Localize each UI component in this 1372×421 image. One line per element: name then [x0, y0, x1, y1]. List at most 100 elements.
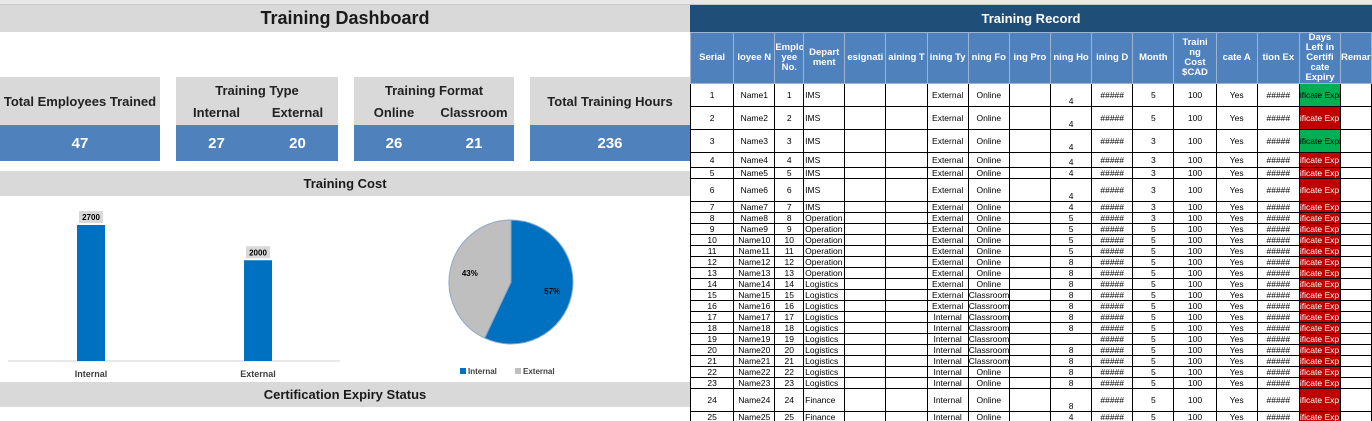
table-cell[interactable]: ##### [1256, 178, 1300, 202]
table-cell[interactable]: 8 [1049, 388, 1093, 412]
table-cell[interactable]: ificate Exp [1298, 201, 1342, 213]
table-cell[interactable]: 4 [774, 152, 805, 168]
table-cell[interactable]: Name2 [733, 106, 776, 130]
table-cell[interactable]: ##### [1256, 212, 1300, 224]
table-cell[interactable]: Internal [926, 344, 969, 356]
table-cell[interactable] [844, 212, 887, 224]
table-cell[interactable]: 5 [1132, 223, 1175, 235]
table-cell[interactable] [885, 289, 928, 301]
table-cell[interactable]: Name24 [733, 388, 776, 412]
table-cell[interactable]: 5 [1132, 267, 1175, 279]
table-cell[interactable]: ##### [1091, 245, 1134, 257]
table-cell[interactable] [1008, 322, 1051, 334]
table-cell[interactable]: ##### [1256, 106, 1300, 130]
column-header[interactable]: ning Fo [967, 32, 1010, 84]
table-cell[interactable]: Yes [1215, 355, 1258, 367]
table-cell[interactable]: Yes [1215, 167, 1258, 179]
table-cell[interactable]: 5 [1132, 366, 1175, 378]
column-header[interactable]: loyee N [733, 32, 776, 84]
table-cell[interactable]: 100 [1173, 234, 1217, 246]
table-cell[interactable] [1008, 311, 1051, 323]
table-cell[interactable] [885, 129, 928, 153]
table-cell[interactable]: External [926, 245, 969, 257]
table-cell[interactable]: ##### [1091, 278, 1134, 290]
table-cell[interactable]: Yes [1215, 223, 1258, 235]
table-cell[interactable]: Yes [1215, 245, 1258, 257]
table-row[interactable]: 24 Name24 24 Finance Internal Online 8 ##### 5 10… [689, 388, 1372, 412]
table-cell[interactable]: Online [967, 267, 1010, 279]
table-cell[interactable]: Logistics [803, 333, 846, 345]
table-cell[interactable]: ificate Exp [1298, 256, 1342, 268]
table-cell[interactable] [1340, 388, 1372, 412]
table-cell[interactable]: Online [967, 234, 1010, 246]
table-row[interactable]: 14 Name14 14 Logistics External Online 8 ##### 5… [689, 278, 1372, 290]
table-row[interactable]: 6 Name6 6 IMS External Online 4 ##### 3 100 Yes ###… [689, 178, 1372, 202]
table-cell[interactable]: 100 [1173, 267, 1217, 279]
table-cell[interactable] [1340, 152, 1372, 168]
table-cell[interactable]: 5 [1132, 289, 1175, 301]
table-cell[interactable]: ##### [1256, 278, 1300, 290]
table-cell[interactable]: 5 [1132, 245, 1175, 257]
table-cell[interactable]: 5 [1132, 106, 1175, 130]
table-cell[interactable] [1340, 245, 1372, 257]
table-cell[interactable]: ##### [1256, 333, 1300, 345]
table-cell[interactable]: 3 [689, 129, 735, 153]
table-cell[interactable]: External [926, 106, 969, 130]
table-cell[interactable]: Name23 [733, 377, 776, 389]
table-row[interactable]: 15 Name15 15 Logistics External Classroom 8 ###… [689, 289, 1372, 301]
column-header[interactable]: Depart ment [803, 32, 846, 84]
table-cell[interactable]: Name7 [733, 201, 776, 213]
table-cell[interactable] [885, 311, 928, 323]
table-cell[interactable]: ##### [1091, 83, 1134, 107]
table-cell[interactable] [844, 201, 887, 213]
table-cell[interactable]: 2 [689, 106, 735, 130]
pie-slice-external[interactable] [448, 219, 512, 339]
table-row[interactable]: 13 Name13 13 Operation External Online 8 ##### 5… [689, 267, 1372, 279]
table-cell[interactable] [885, 388, 928, 412]
table-cell[interactable] [1340, 212, 1372, 224]
table-cell[interactable] [885, 267, 928, 279]
table-cell[interactable]: 24 [689, 388, 735, 412]
table-cell[interactable]: ificate Exp [1298, 388, 1342, 412]
table-cell[interactable]: 11 [774, 245, 805, 257]
table-row[interactable]: 9 Name9 9 Operation External Online 5 ##### 5 100… [689, 223, 1372, 235]
table-cell[interactable] [1340, 178, 1372, 202]
table-cell[interactable]: External [926, 167, 969, 179]
column-header[interactable]: esignati [844, 32, 887, 84]
table-cell[interactable]: ##### [1091, 178, 1134, 202]
table-cell[interactable]: 22 [689, 366, 735, 378]
table-cell[interactable] [885, 201, 928, 213]
table-cell[interactable]: 5 [1049, 234, 1093, 246]
column-header[interactable]: Traini ng Cost $CAD [1173, 32, 1217, 84]
column-header[interactable]: ining Ty [926, 32, 969, 84]
table-cell[interactable]: Classroom [967, 300, 1010, 312]
table-cell[interactable]: ##### [1256, 366, 1300, 378]
column-header[interactable]: Month [1132, 32, 1175, 84]
table-cell[interactable]: Logistics [803, 344, 846, 356]
table-cell[interactable]: 16 [774, 300, 805, 312]
table-cell[interactable]: 4 [1049, 201, 1093, 213]
table-cell[interactable]: External [926, 278, 969, 290]
table-cell[interactable] [885, 245, 928, 257]
table-cell[interactable] [844, 278, 887, 290]
table-cell[interactable]: 100 [1173, 106, 1217, 130]
table-cell[interactable]: Yes [1215, 278, 1258, 290]
table-cell[interactable] [1008, 223, 1051, 235]
table-cell[interactable]: Online [967, 245, 1010, 257]
table-cell[interactable]: Online [967, 278, 1010, 290]
table-cell[interactable]: 8 [1049, 289, 1093, 301]
table-cell[interactable]: ##### [1256, 245, 1300, 257]
column-header[interactable]: Serial [689, 32, 735, 84]
table-cell[interactable]: ##### [1256, 256, 1300, 268]
table-cell[interactable]: Name15 [733, 289, 776, 301]
table-cell[interactable]: 5 [689, 167, 735, 179]
table-cell[interactable]: 100 [1173, 129, 1217, 153]
table-cell[interactable]: 100 [1173, 212, 1217, 224]
table-cell[interactable]: ##### [1256, 167, 1300, 179]
table-cell[interactable] [885, 106, 928, 130]
table-cell[interactable] [1340, 289, 1372, 301]
table-cell[interactable] [844, 152, 887, 168]
table-cell[interactable] [1008, 278, 1051, 290]
table-cell[interactable] [1340, 256, 1372, 268]
table-cell[interactable]: Yes [1215, 267, 1258, 279]
